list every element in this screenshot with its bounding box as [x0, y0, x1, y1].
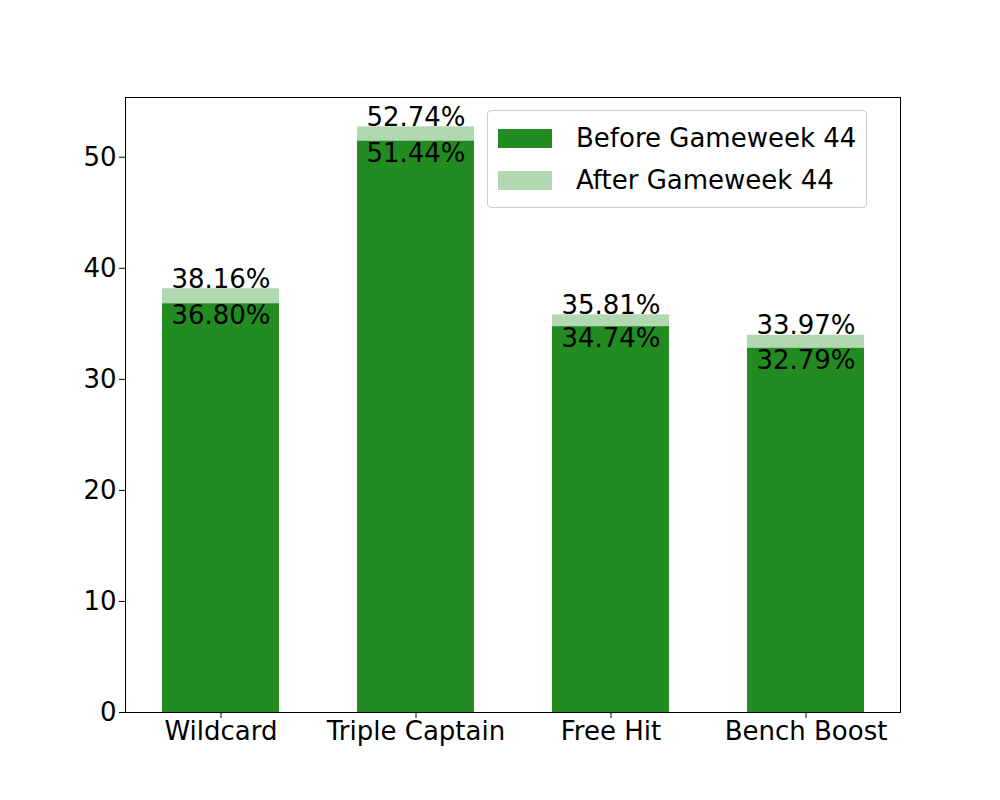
svg-text:Wildcard: Wildcard — [164, 716, 277, 746]
svg-text:35.81%: 35.81% — [561, 290, 660, 320]
svg-text:51.44%: 51.44% — [366, 138, 465, 168]
svg-text:Bench Boost: Bench Boost — [725, 716, 888, 746]
html-text:Before Gameweek 44: Before Gameweek 44 — [576, 123, 857, 153]
svg-text:Triple Captain: Triple Captain — [326, 716, 505, 746]
svg-text:10: 10 — [83, 586, 116, 616]
svg-text:32.79%: 32.79% — [756, 345, 855, 375]
svg-text:38.16%: 38.16% — [171, 264, 270, 294]
svg-text:0: 0 — [100, 697, 117, 727]
svg-text:20: 20 — [83, 475, 116, 505]
svg-text:Free Hit: Free Hit — [561, 716, 661, 746]
svg-text:52.74%: 52.74% — [366, 102, 465, 132]
svg-text:30: 30 — [83, 364, 116, 394]
svg-text:40: 40 — [83, 253, 116, 283]
html-text:After Gameweek 44: After Gameweek 44 — [576, 165, 834, 195]
svg-text:36.80%: 36.80% — [171, 300, 270, 330]
svg-text:50: 50 — [83, 142, 116, 172]
svg-text:33.97%: 33.97% — [756, 310, 855, 340]
svg-text:34.74%: 34.74% — [561, 323, 660, 353]
